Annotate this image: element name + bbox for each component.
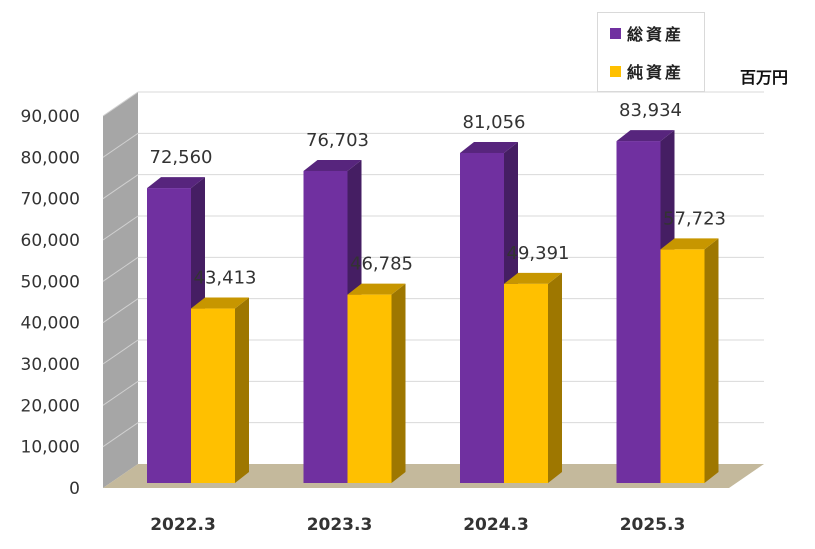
bar-front: [504, 283, 548, 483]
data-label: 46,785: [350, 254, 413, 275]
bar-front: [303, 170, 348, 483]
y-tick-label: 40,000: [21, 314, 80, 334]
side-gridline: [102, 215, 139, 241]
side-gridline: [102, 380, 139, 406]
data-label: 72,560: [150, 147, 213, 168]
bar-side: [704, 238, 719, 483]
legend-swatch-total-assets: [610, 27, 621, 39]
side-gridline: [102, 339, 139, 365]
side-wall: [103, 92, 138, 488]
y-tick-label: 90,000: [21, 107, 80, 127]
floor: [103, 464, 764, 488]
bar-front: [616, 141, 661, 483]
bar-net-assets: [660, 238, 719, 483]
bar-top: [660, 238, 719, 250]
data-labels: 72,560 43,413 76,703 46,785 81,056 49,391 83,9…: [150, 100, 726, 288]
bars: [147, 130, 719, 483]
x-tick-label: 2024.3: [463, 515, 529, 535]
bar-top: [147, 177, 205, 189]
y-tick-label: 10,000: [21, 438, 80, 458]
data-label: 43,413: [194, 268, 257, 289]
bar-front: [660, 249, 705, 483]
bar-total-assets: [616, 130, 675, 483]
y-tick-label: 70,000: [21, 190, 80, 210]
bar-front: [147, 188, 191, 483]
side-gridline: [102, 174, 139, 200]
side-gridline: [102, 132, 139, 158]
data-label: 49,391: [507, 243, 570, 264]
y-tick-label: 20,000: [21, 396, 80, 416]
side-gridline: [102, 422, 139, 448]
y-tick-label: 80,000: [21, 148, 80, 168]
legend-swatch-net-assets: [610, 65, 621, 77]
bar-top: [303, 159, 362, 171]
x-tick-label: 2023.3: [307, 515, 373, 535]
bar-top: [347, 283, 406, 295]
x-tick-label: 2022.3: [150, 515, 216, 535]
data-label: 76,703: [306, 130, 369, 151]
bar-net-assets: [347, 283, 406, 483]
data-label: 81,056: [463, 112, 526, 133]
legend-label-total-assets: 総資産: [627, 25, 685, 44]
bar-top: [191, 297, 249, 309]
bar-top: [616, 130, 675, 142]
y-axis-ticks: 0 10,000 20,000 30,000 40,000 50,000 60,000 70,…: [21, 107, 80, 499]
bar-front: [347, 294, 392, 483]
side-gridline: [102, 91, 139, 117]
data-label: 83,934: [619, 100, 682, 121]
bar-net-assets: [504, 272, 562, 483]
chart-walls: [103, 92, 764, 488]
y-tick-label: 30,000: [21, 355, 80, 375]
side-gridline: [102, 298, 139, 324]
side-gridline: [102, 256, 139, 282]
bar-side: [548, 272, 562, 483]
y-tick-label: 50,000: [21, 272, 80, 292]
bar-front: [191, 308, 235, 483]
y-tick-label: 60,000: [21, 231, 80, 251]
bar-side: [391, 283, 406, 483]
legend-label-net-assets: 純資産: [627, 63, 685, 82]
bar-top: [504, 272, 562, 284]
unit-label: 百万円: [740, 68, 788, 87]
data-label: 57,723: [663, 208, 726, 229]
bar-top: [460, 141, 518, 153]
bar-front: [460, 152, 504, 483]
x-tick-label: 2025.3: [620, 515, 686, 535]
bar-side: [235, 297, 249, 483]
legend-item-total-assets: 総資産: [610, 21, 684, 45]
bar-net-assets: [191, 297, 249, 483]
y-tick-label: 0: [69, 479, 80, 499]
legend: 総資産 純資産: [597, 12, 705, 92]
x-axis-ticks: 2022.3 2023.3 2024.3 2025.3: [150, 515, 685, 535]
legend-item-net-assets: 純資産: [610, 59, 684, 83]
